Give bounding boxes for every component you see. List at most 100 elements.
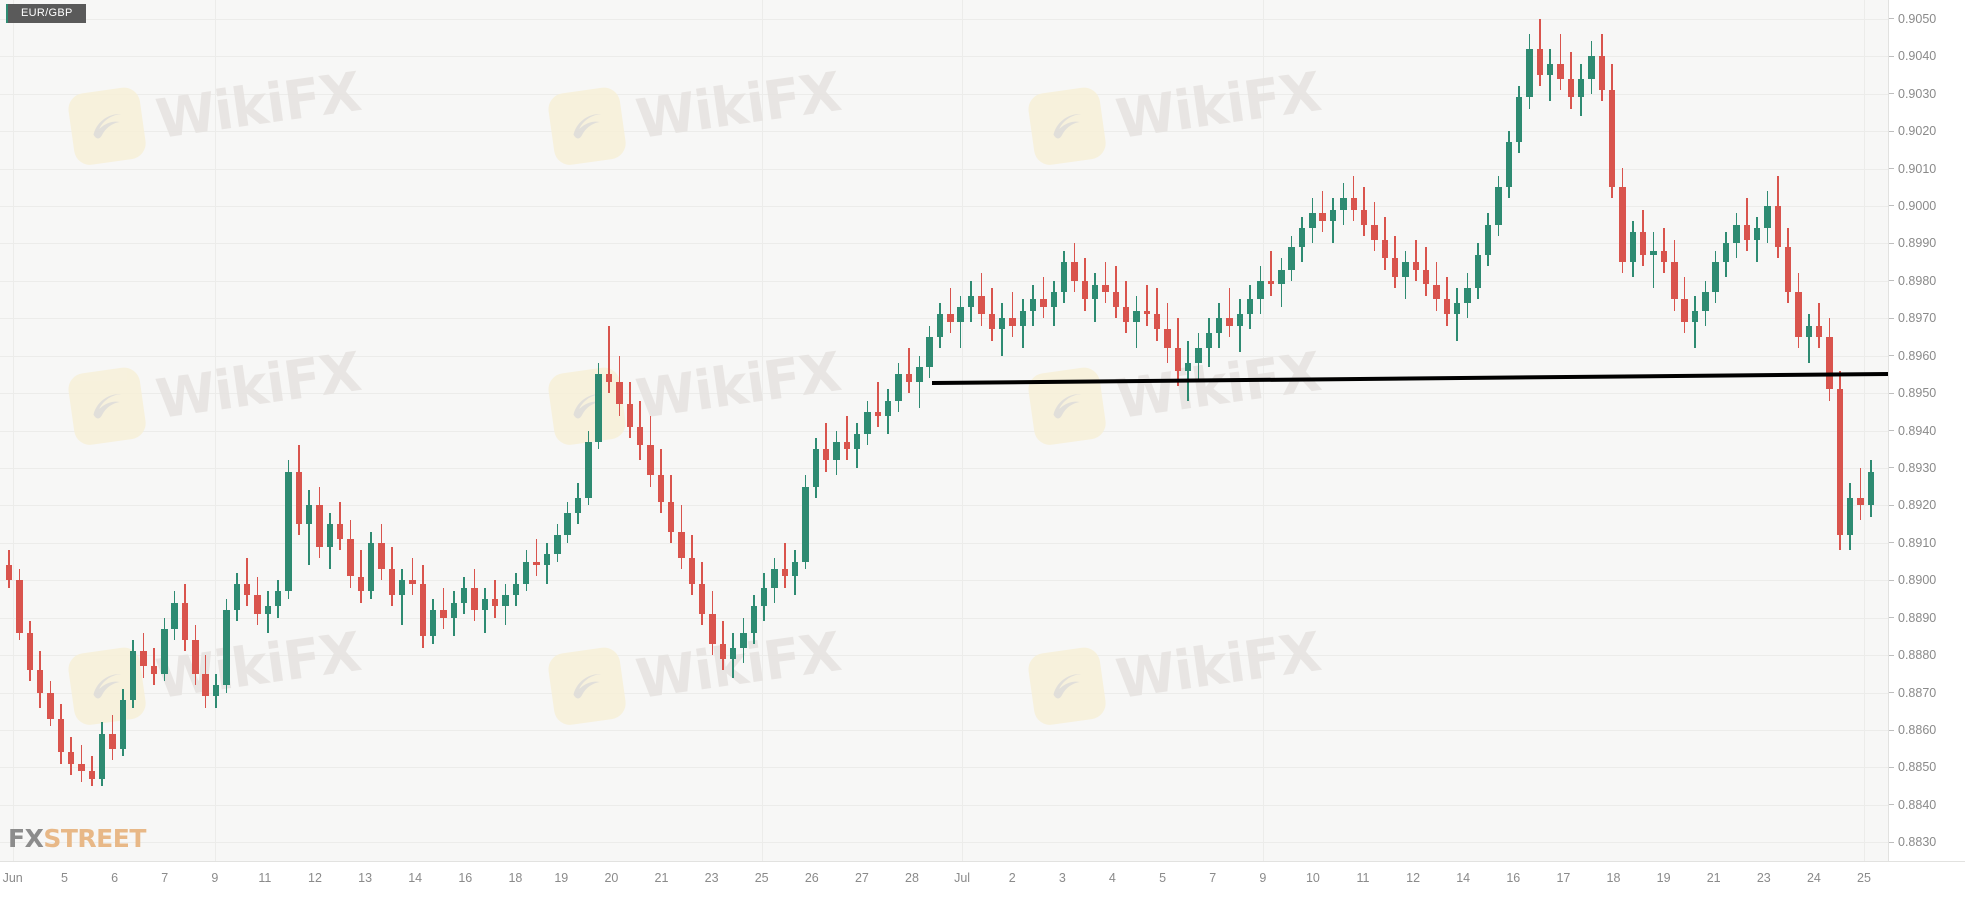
price-tick: 0.8890 [1889,611,1936,625]
candle-body-bullish [1484,224,1492,255]
candle-body-bearish [192,640,199,674]
price-tick: 0.8860 [1889,723,1936,737]
candle-body-bullish [1050,291,1057,307]
price-tick-label: 0.8970 [1898,311,1937,326]
price-tick-dash [1889,205,1894,207]
date-tick-label: 16 [458,871,473,885]
candle-body-bullish [450,602,458,618]
date-tick-label: 13 [358,871,373,885]
candle-body-bearish [709,613,716,644]
candle-body-bearish [781,569,789,577]
symbol-badge: EUR/GBP [6,4,86,23]
date-tick-label: 7 [161,871,169,885]
date-tick-label: 5 [1159,871,1167,885]
candle-body-bearish [1381,239,1388,259]
candle-body-bearish [678,531,685,558]
date-tick-label: Jun [2,871,23,885]
candle-body-bearish [47,692,54,719]
candle-wick [1756,217,1758,263]
candle-body-bullish [481,598,489,611]
gridline [0,131,1888,132]
candle-body-bearish [1671,262,1678,300]
candle-body-bullish [885,400,892,416]
candle-body-bullish [1185,363,1192,371]
candle-body-bullish [792,561,799,577]
candle-body-bearish [1598,56,1606,90]
gridline [0,93,1888,95]
candle-body-bullish [223,610,230,686]
candle-body-bullish [161,628,168,674]
price-tick-dash [1889,617,1894,619]
candle-body-bearish [1174,348,1182,371]
price-tick-dash [1889,804,1894,806]
candle-body-bearish [1857,497,1864,506]
date-tick-label: 10 [1305,871,1320,885]
gridline [0,168,1888,170]
candle-body-bullish [1846,497,1854,536]
candle-body-bearish [533,561,540,566]
gridline [0,243,1888,245]
candle-body-bearish [1536,48,1544,75]
price-tick-dash [1889,504,1894,506]
candle-body-bearish [1836,389,1843,536]
price-tick-label: 0.8890 [1898,610,1937,625]
candle-body-bearish [698,583,706,614]
candle-body-bearish [1122,306,1130,322]
candle-wick [846,415,848,461]
candle-wick [1125,280,1127,334]
date-tick-label: 23 [1756,871,1771,885]
date-axis[interactable]: Jun 5 6 7 9 11 12 13 14 16 18 19 20 21 23 25 26 27 28 Jul 2 3… [0,861,1965,900]
candle-body-bullish [833,441,840,461]
candle-body-bullish [1547,63,1554,75]
candle-wick [1001,303,1003,356]
price-tick: 0.8950 [1889,386,1936,400]
price-tick-dash [1889,542,1894,544]
candle-body-bearish [1815,325,1823,337]
candle-wick [442,587,445,629]
candlestick-series [5,18,1875,787]
candle-body-bullish [967,295,975,307]
date-tick-label: 7 [1209,871,1217,885]
candle-body-bearish [1826,336,1833,390]
candle-wick [484,587,486,633]
candle-wick [1807,314,1810,364]
candle-body-bearish [1226,318,1233,326]
candle-body-bullish [1515,97,1523,143]
candle-body-bearish [471,587,478,611]
candle-wick [91,756,93,787]
candle-body-bearish [667,501,675,532]
candle-body-bearish [1609,89,1616,188]
candle-body-bullish [1578,78,1585,98]
candle-body-bullish [1216,318,1223,334]
candle-body-bullish [1453,303,1461,315]
price-tick-label: 0.8880 [1898,648,1937,663]
candle-body-bearish [1112,291,1120,307]
candle-wick [1187,340,1189,401]
candle-body-bullish [760,587,768,607]
price-tick-label: 0.8930 [1898,460,1937,475]
candle-body-bullish [1329,209,1337,221]
candle-body-bearish [1371,224,1378,240]
candle-wick [1549,48,1551,102]
price-tick-dash [1889,392,1894,394]
candle-wick [1321,190,1324,233]
gridline [0,318,1888,320]
price-tick-label: 0.9000 [1898,198,1937,213]
price-tick-label: 0.9020 [1898,124,1937,138]
candle-body-bearish [78,763,85,772]
candle-body-bearish [409,580,416,584]
price-axis[interactable]: 0.9050 0.9040 0.9030 0.9020 0.9010 0.9000 0.89… [1888,0,1965,861]
price-tick-dash [1889,692,1894,693]
gridline [0,56,1888,58]
candle-body-bullish [1712,262,1719,292]
candle-body-bearish [719,643,726,659]
date-tick-label: 4 [1108,871,1116,885]
candle-body-bullish [1650,250,1657,255]
candle-body-bullish [523,561,530,584]
candle-body-bearish [1784,247,1792,292]
candle-body-bullish [1588,56,1595,79]
candle-body-bearish [295,471,302,525]
price-tick-label: 0.8860 [1898,723,1937,737]
date-tick-label: 21 [654,871,669,885]
candle-body-bearish [109,733,116,749]
